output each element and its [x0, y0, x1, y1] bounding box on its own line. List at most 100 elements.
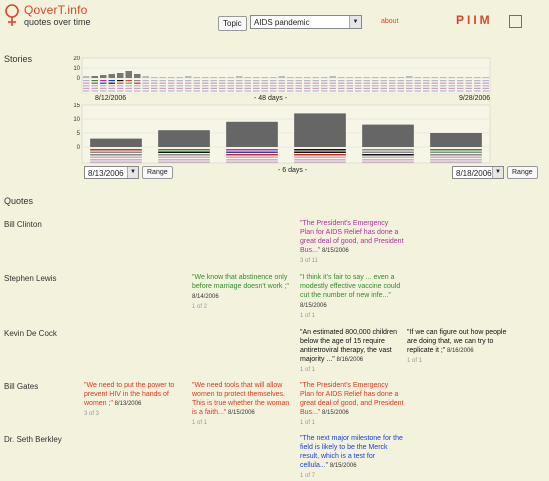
quote-count[interactable]: 1 of 1 — [192, 420, 208, 426]
overview-bar[interactable] — [329, 76, 337, 78]
quote-count[interactable]: 3 of 3 — [84, 411, 100, 417]
speaker-name[interactable]: Stephen Lewis — [4, 274, 57, 283]
range-start-button[interactable]: Range — [142, 166, 173, 179]
detail-bar[interactable] — [362, 124, 414, 147]
overview-bar[interactable] — [134, 74, 141, 78]
quote-item[interactable]: "We need tools that will allow women to … — [192, 381, 296, 428]
detail-bar[interactable] — [90, 138, 142, 147]
overview-bar[interactable] — [414, 77, 422, 78]
overview-bar[interactable] — [423, 77, 430, 78]
overview-bar[interactable] — [287, 77, 294, 78]
overview-bar[interactable] — [202, 77, 209, 78]
detail-bar[interactable] — [158, 130, 210, 147]
overview-bar[interactable] — [244, 77, 252, 78]
quote-text[interactable]: "If we can figure out how people are doi… — [407, 329, 507, 354]
overview-bar[interactable] — [185, 76, 192, 78]
overview-bar[interactable] — [312, 77, 320, 78]
overview-bar[interactable] — [440, 77, 447, 78]
overview-bar[interactable] — [406, 76, 413, 78]
overview-bar[interactable] — [397, 77, 405, 78]
overview-bar[interactable] — [482, 77, 490, 78]
quote-item[interactable]: "The President's Emergency Plan for AIDS… — [300, 219, 404, 266]
overview-bar[interactable] — [448, 77, 456, 78]
quote-count[interactable]: 1 of 1 — [300, 367, 316, 373]
overview-bar[interactable] — [270, 77, 277, 78]
overview-bar[interactable] — [457, 77, 464, 78]
overview-bar[interactable] — [321, 77, 328, 78]
about-link[interactable]: about — [381, 18, 399, 25]
overview-bar[interactable] — [474, 77, 481, 78]
overview-bar[interactable] — [125, 71, 133, 78]
piim-logo[interactable]: PIIM — [456, 13, 493, 27]
quote-text[interactable]: "The next major milestone for the field … — [300, 435, 403, 469]
overview-bar[interactable] — [380, 77, 388, 78]
quote-item[interactable]: "An estimated 800,000 children below the… — [300, 328, 404, 375]
overview-bar[interactable] — [465, 77, 473, 78]
overview-source-strip — [431, 87, 438, 89]
overview-bar[interactable] — [151, 77, 158, 78]
overview-bar[interactable] — [227, 77, 235, 78]
overview-bar[interactable] — [431, 77, 439, 78]
overview-bar[interactable] — [355, 77, 362, 78]
quote-text[interactable]: "We need to put the power to prevent HIV… — [84, 382, 175, 407]
overview-bar[interactable] — [219, 77, 226, 78]
quote-count[interactable]: 1 of 7 — [300, 473, 316, 479]
overview-bar[interactable] — [117, 73, 124, 78]
speaker-name[interactable]: Bill Gates — [4, 382, 39, 391]
quote-item[interactable]: "If we can figure out how people are doi… — [407, 328, 511, 366]
overview-bar[interactable] — [372, 77, 379, 78]
quote-item[interactable]: "The President's Emergency Plan for AIDS… — [300, 381, 404, 428]
overview-bar[interactable] — [176, 77, 184, 78]
overview-bar[interactable] — [142, 76, 150, 78]
range-start-date-select[interactable]: 8/13/2006 ▼ — [84, 166, 139, 179]
overview-bar[interactable] — [253, 77, 260, 78]
overview-bar[interactable] — [100, 75, 107, 78]
overview-bar[interactable] — [108, 74, 116, 78]
overview-bar[interactable] — [389, 77, 396, 78]
stories-overview-chart[interactable]: 20 10 0 — [62, 56, 492, 94]
overview-bar[interactable] — [83, 76, 90, 78]
quote-item[interactable]: "We know that abstinence only before mar… — [192, 273, 296, 312]
overview-source-strip — [295, 85, 302, 87]
quote-count[interactable]: 1 of 1 — [407, 358, 423, 364]
overview-bar[interactable] — [159, 77, 167, 78]
quote-item[interactable]: "The next major milestone for the field … — [300, 434, 404, 481]
range-end-date-select[interactable]: 8/18/2006 ▼ — [452, 166, 504, 179]
overview-bar[interactable] — [193, 77, 201, 78]
overview-bar[interactable] — [261, 77, 269, 78]
quote-count[interactable]: 1 of 1 — [300, 313, 316, 319]
quote-text[interactable]: "I think it's fair to say ... even a mod… — [300, 274, 401, 299]
overview-bar[interactable] — [91, 76, 99, 78]
range-end-button[interactable]: Range — [507, 166, 538, 179]
overview-bar[interactable] — [278, 76, 286, 78]
overview-bar[interactable] — [363, 77, 371, 78]
stories-detail-chart[interactable]: 15 10 5 0 — [62, 103, 492, 165]
overview-bar[interactable] — [295, 77, 303, 78]
overview-bar[interactable] — [210, 77, 218, 78]
overview-bar[interactable] — [304, 77, 311, 78]
quote-text[interactable]: "We know that abstinence only before mar… — [192, 274, 289, 290]
topic-select[interactable]: AIDS pandemic ▼ — [250, 15, 362, 29]
overview-bar[interactable] — [168, 77, 175, 78]
quote-text[interactable]: "An estimated 800,000 children below the… — [300, 329, 398, 363]
overview-source-strip — [355, 85, 362, 87]
quote-text[interactable]: "The President's Emergency Plan for AIDS… — [300, 382, 404, 416]
quote-text[interactable]: "The President's Emergency Plan for AIDS… — [300, 220, 404, 254]
detail-bar[interactable] — [226, 121, 278, 147]
overview-bar[interactable] — [346, 77, 354, 78]
detail-bar[interactable] — [430, 133, 482, 147]
detail-bar[interactable] — [294, 113, 346, 147]
topic-button[interactable]: Topic — [218, 16, 247, 31]
overview-bar[interactable] — [338, 77, 345, 78]
overview-bar[interactable] — [236, 76, 243, 78]
quote-count[interactable]: 3 of 11 — [300, 258, 318, 264]
speaker-name[interactable]: Kevin De Cock — [4, 329, 57, 338]
quote-count[interactable]: 1 of 2 — [192, 304, 208, 310]
quote-item[interactable]: "We need to put the power to prevent HIV… — [84, 381, 188, 419]
qovert-logo-icon[interactable] — [4, 3, 22, 27]
quote-item[interactable]: "I think it's fair to say ... even a mod… — [300, 273, 404, 321]
quote-text[interactable]: "We need tools that will allow women to … — [192, 382, 290, 416]
quote-count[interactable]: 1 of 1 — [300, 420, 316, 426]
speaker-name[interactable]: Bill Clinton — [4, 220, 42, 229]
speaker-name[interactable]: Dr. Seth Berkley — [4, 435, 62, 444]
